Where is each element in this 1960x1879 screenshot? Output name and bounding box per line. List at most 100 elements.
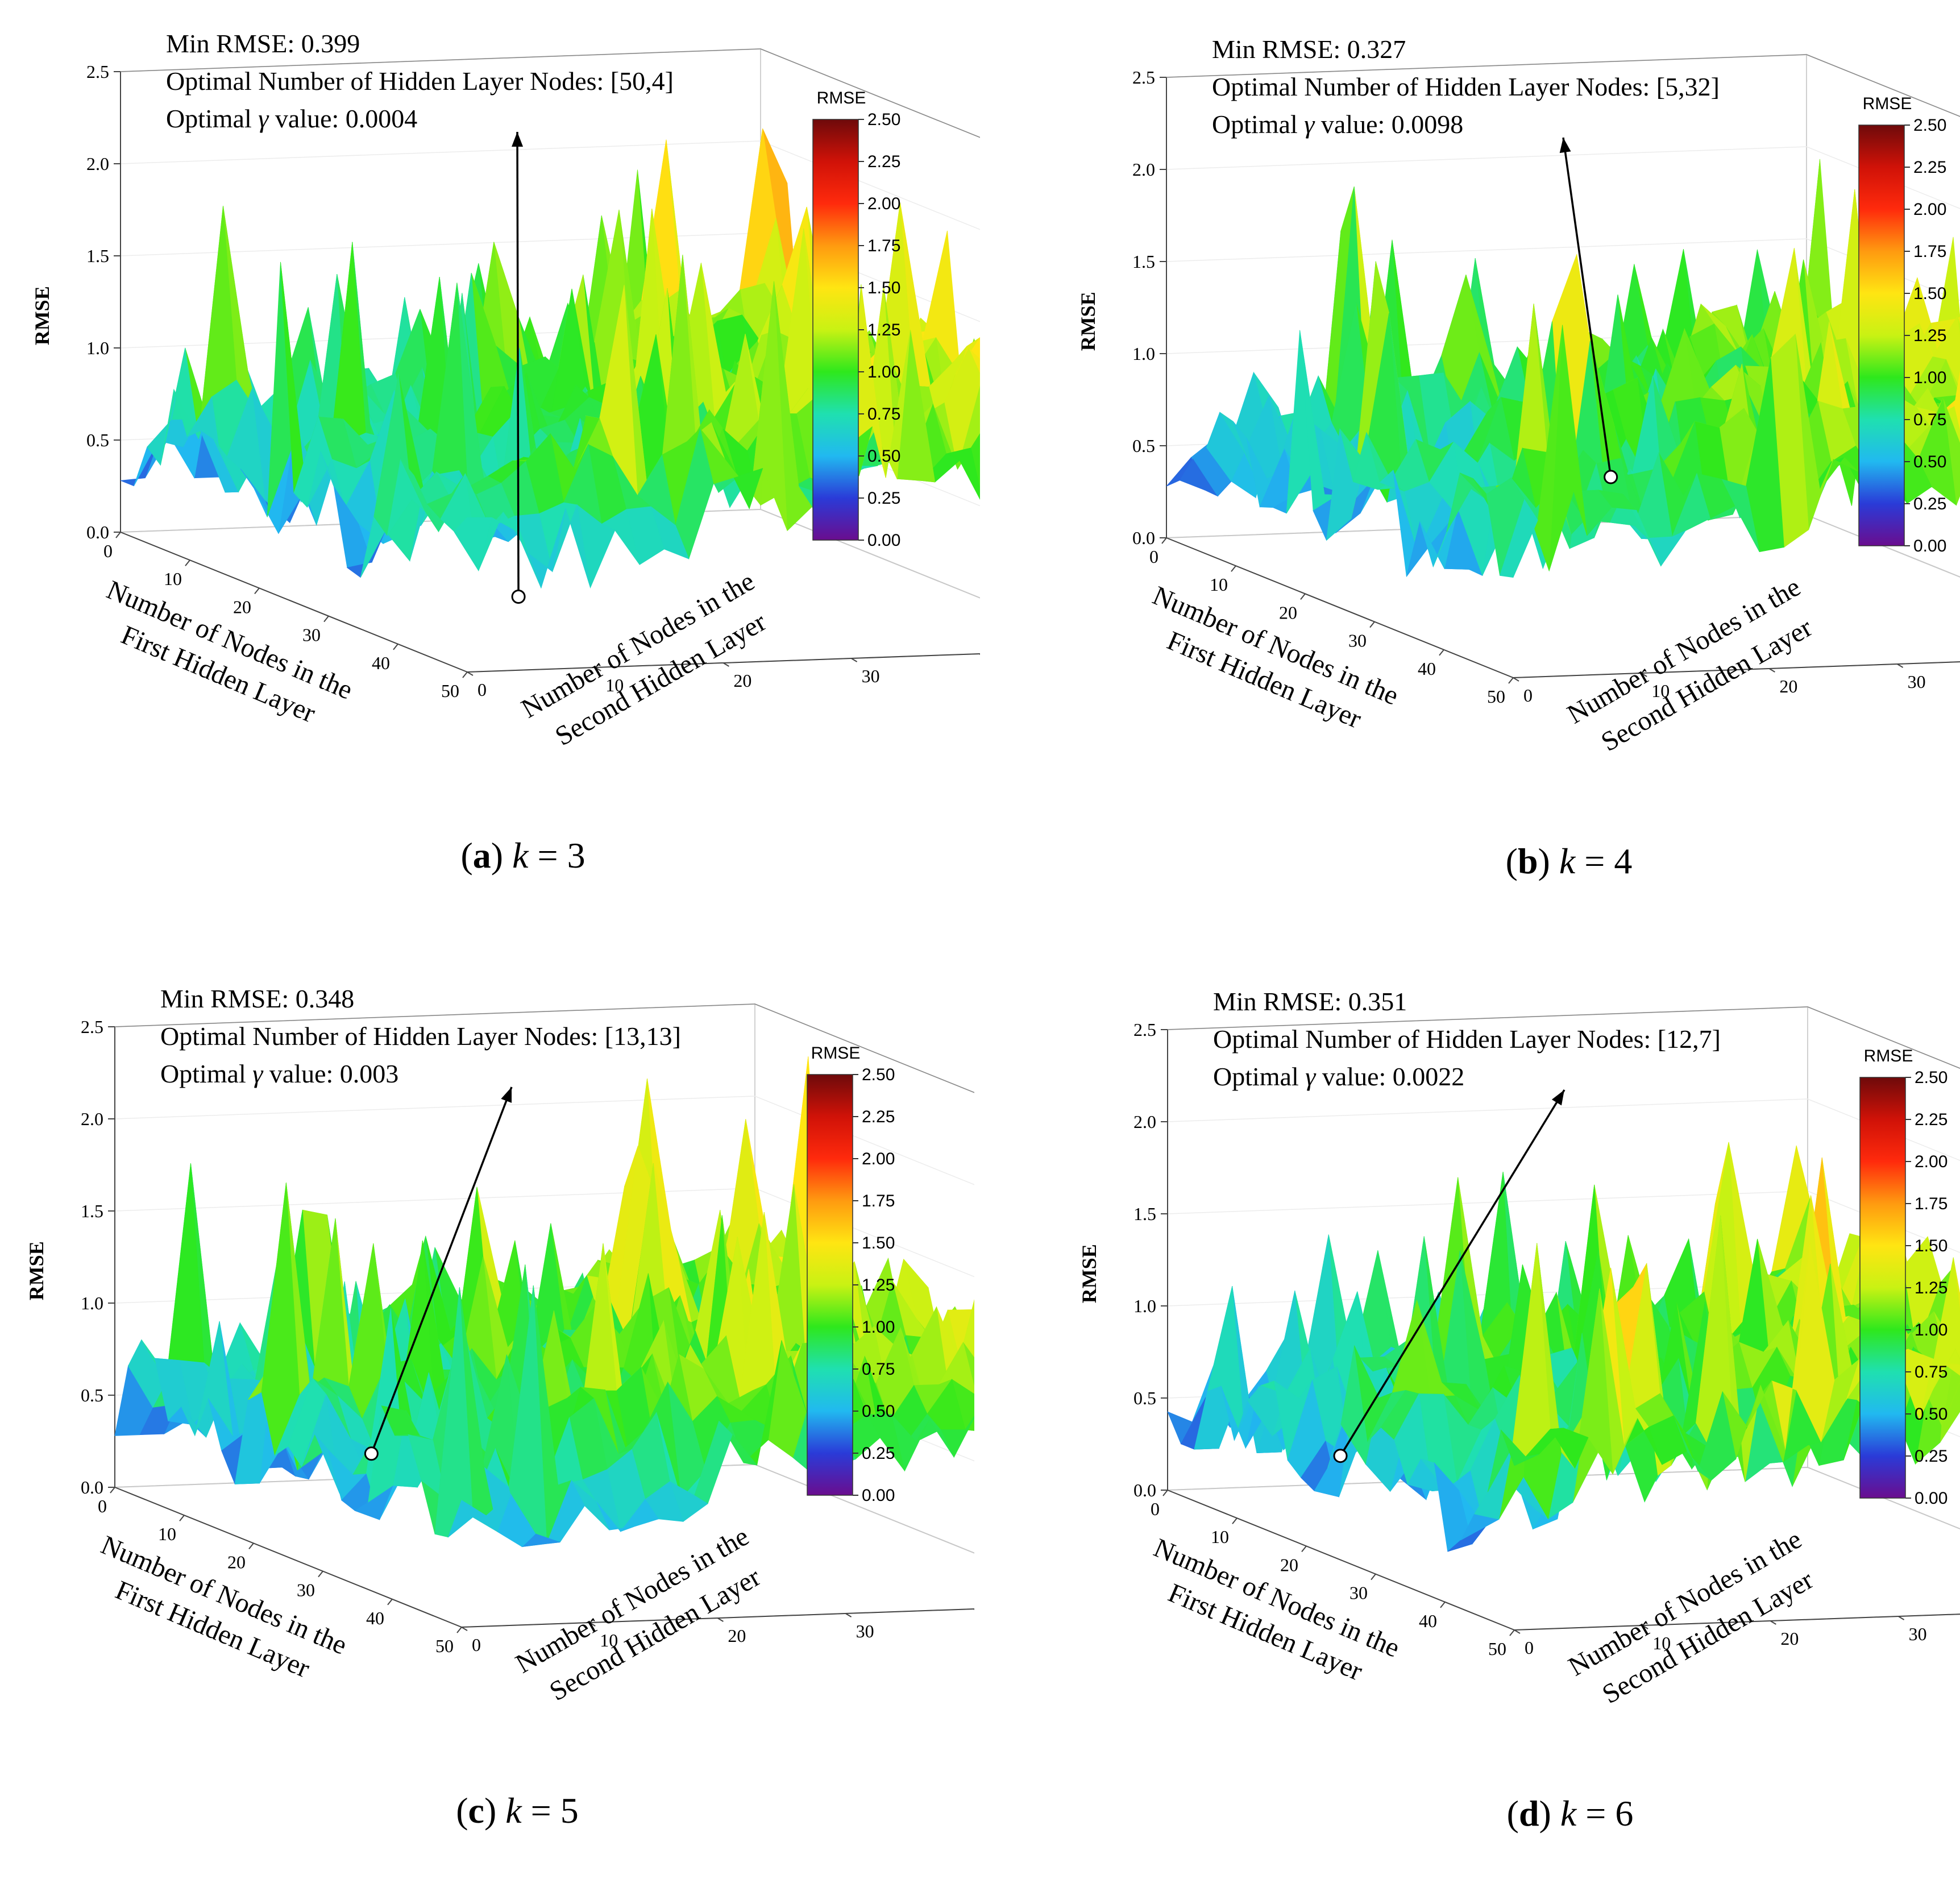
caption-letter: d: [1519, 1793, 1539, 1834]
colorbar-gradient: [813, 119, 858, 540]
y-tick-label: 0: [472, 1635, 481, 1655]
z-tick-label: 1.5: [1133, 1204, 1156, 1224]
z-tick-label: 0.5: [86, 430, 109, 450]
x-tick-label: 50: [435, 1636, 454, 1656]
z-tick-label: 2.0: [1133, 1111, 1156, 1132]
gamma-symbol: γ: [252, 1059, 264, 1088]
min-point-circle: [1334, 1450, 1347, 1462]
x-tick-mark: [1162, 538, 1166, 544]
colorbar-tick-label: 2.00: [1915, 1152, 1947, 1171]
colorbar-tick-label: 1.75: [1915, 1194, 1947, 1213]
colorbar-title: RMSE: [811, 1044, 861, 1063]
x-tick-label: 30: [1349, 1583, 1368, 1603]
panel-caption-d: (d) k = 6: [1507, 1793, 1634, 1835]
colorbar-tick-label: 1.75: [862, 1192, 895, 1210]
z-tick-label: 1.0: [1133, 1296, 1156, 1316]
y-tick-mark: [1513, 678, 1519, 681]
colorbar-tick-label: 2.50: [1913, 116, 1946, 135]
x-tick-label: 0: [103, 541, 113, 561]
z-axis-title: RMSE: [25, 1241, 48, 1300]
colorbar-tick-label: 2.25: [867, 152, 900, 171]
colorbar-title: RMSE: [817, 89, 866, 107]
colorbar-tick-label: 2.25: [1913, 158, 1946, 177]
colorbar-tick-label: 1.50: [867, 279, 900, 297]
chart-panel-d: 0.00.51.01.52.02.5RMSE01020304050Number …: [1047, 958, 1960, 1879]
x-tick-label: 20: [233, 596, 251, 617]
caption-letter: a: [473, 835, 491, 876]
colorbar-tick-label: 0.25: [1915, 1447, 1947, 1466]
x-tick-mark: [185, 560, 190, 566]
z-tick-label: 1.5: [86, 246, 109, 266]
x-tick-mark: [318, 1571, 323, 1577]
y-tick-mark: [1514, 1630, 1520, 1633]
y-tick-mark: [462, 1627, 467, 1631]
x-tick-label: 30: [302, 625, 321, 645]
y-tick-mark: [723, 663, 729, 666]
z-tick-label: 2.5: [81, 1017, 103, 1037]
panel-caption-b: (b) k = 4: [1506, 840, 1633, 882]
x-tick-label: 0: [1149, 546, 1158, 567]
y-tick-label: 20: [1780, 1628, 1799, 1649]
colorbar-tick-label: 2.00: [862, 1150, 895, 1168]
gamma-value: value: 0.0004: [268, 104, 417, 133]
gamma-value: value: 0.0022: [1315, 1062, 1464, 1091]
z-tick-label: 0.5: [1133, 1388, 1156, 1408]
colorbar-tick-label: 1.00: [1913, 368, 1946, 387]
gamma-prefix: Optimal: [1212, 110, 1304, 139]
gamma-prefix: Optimal: [166, 104, 258, 133]
annotation-optimal-gamma: Optimal γ value: 0.0004: [166, 104, 417, 133]
x-tick-mark: [1232, 1518, 1237, 1524]
colorbar-tick-label: 0.50: [1913, 453, 1946, 471]
z-tick-label: 2.5: [1133, 1019, 1156, 1040]
colorbar-tick-label: 0.50: [862, 1402, 895, 1421]
x-tick-mark: [393, 644, 398, 650]
z-tick-label: 1.0: [1132, 343, 1155, 364]
colorbar-tick-label: 0.25: [1913, 495, 1946, 513]
colorbar-tick-label: 2.50: [862, 1065, 895, 1084]
x-tick-label: 30: [297, 1580, 315, 1600]
annotation-optimal-nodes: Optimal Number of Hidden Layer Nodes: [1…: [160, 1022, 681, 1051]
annotation-optimal-gamma: Optimal γ value: 0.0098: [1212, 110, 1463, 139]
colorbar-title: RMSE: [1863, 94, 1912, 113]
x-tick-label: 50: [1488, 1639, 1506, 1659]
colorbar-tick-label: 0.75: [867, 405, 900, 424]
x-tick-mark: [1440, 1602, 1445, 1608]
colorbar-tick-label: 1.25: [1913, 326, 1946, 345]
min-point-circle: [365, 1447, 377, 1460]
arrow-line: [517, 132, 518, 597]
y-tick-label: 0: [1523, 685, 1533, 706]
colorbar-tick-label: 1.50: [862, 1234, 895, 1252]
y-tick-mark: [717, 1618, 723, 1621]
x-tick-mark: [1371, 1574, 1376, 1580]
z-tick-label: 1.0: [81, 1293, 103, 1313]
x-tick-label: 30: [1348, 631, 1367, 651]
caption-value: = 4: [1575, 841, 1632, 881]
colorbar-tick-label: 1.00: [862, 1318, 895, 1337]
x-tick-label: 50: [441, 681, 459, 701]
annotation-optimal-gamma: Optimal γ value: 0.003: [160, 1059, 398, 1088]
y-tick-mark: [846, 1613, 852, 1617]
z-tick-label: 0.0: [81, 1477, 103, 1498]
annotation-min-rmse: Min RMSE: 0.399: [166, 29, 360, 58]
colorbar-tick-label: 1.25: [867, 321, 900, 339]
colorbar-tick-label: 2.25: [1915, 1110, 1947, 1129]
x-tick-mark: [1370, 622, 1375, 628]
annotation-min-rmse: Min RMSE: 0.327: [1212, 35, 1406, 64]
x-tick-label: 10: [164, 569, 182, 589]
y-tick-label: 20: [733, 670, 751, 691]
z-tick-label: 1.0: [86, 338, 109, 358]
y-tick-label: 30: [856, 1621, 874, 1641]
x-tick-label: 20: [1279, 602, 1297, 623]
x-tick-label: 50: [1487, 686, 1505, 707]
x-tick-mark: [1231, 566, 1236, 571]
y-tick-label: 20: [1779, 676, 1797, 696]
colorbar-tick-label: 1.75: [867, 237, 900, 255]
x-tick-label: 40: [372, 653, 390, 673]
panel-caption-c: (c) k = 5: [456, 1790, 579, 1832]
x-tick-mark: [457, 1627, 462, 1633]
colorbar-gradient: [807, 1075, 853, 1495]
colorbar-tick-label: 1.50: [1915, 1237, 1947, 1255]
chart-panel-c: 0.00.51.01.52.02.5RMSE01020304050Number …: [0, 955, 974, 1876]
